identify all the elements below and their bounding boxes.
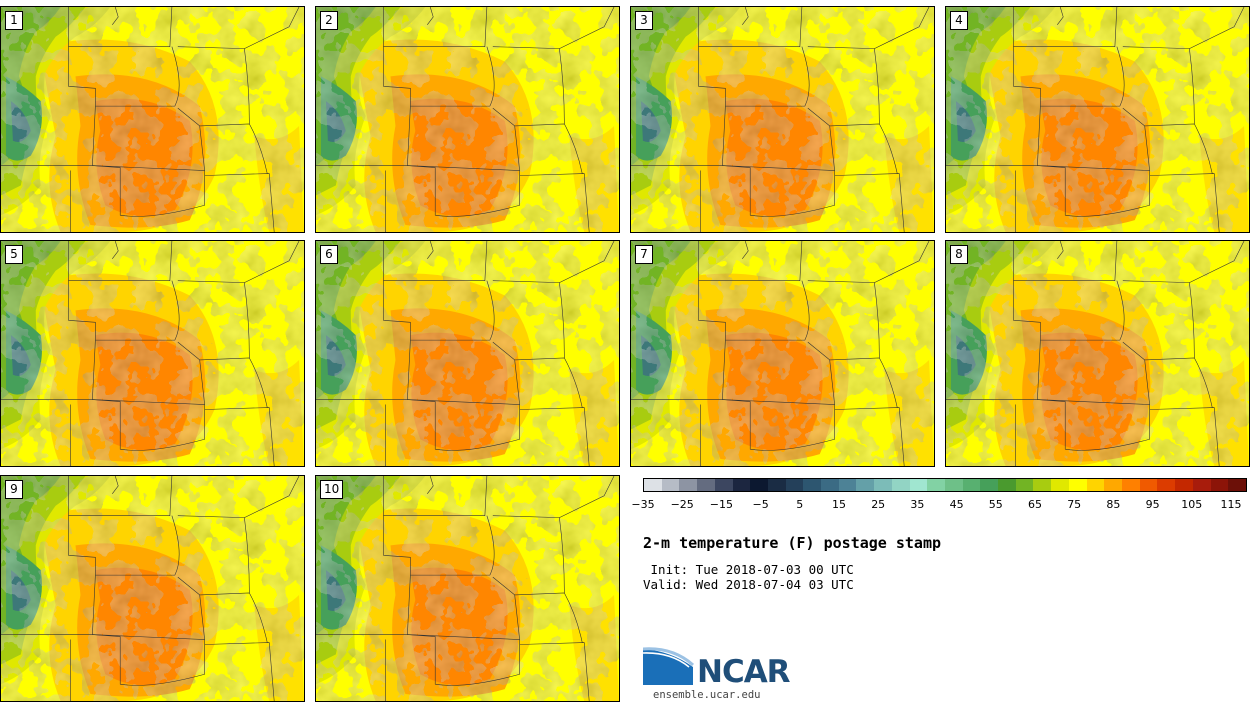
logo-url: ensemble.ucar.edu: [653, 689, 761, 701]
colorbar-segment: [1051, 479, 1069, 491]
member-number-label: 4: [950, 11, 968, 30]
postage-stamp-4: 4: [945, 6, 1250, 233]
colorbar-segment: [927, 479, 945, 491]
colorbar-segment: [679, 479, 698, 491]
colorbar-segment: [980, 479, 999, 491]
colorbar-segment: [1104, 479, 1122, 491]
temperature-map: [631, 241, 934, 466]
colorbar-tick: −25: [670, 498, 694, 511]
colorbar-segment: [1210, 479, 1229, 491]
temperature-colorbar: [643, 478, 1247, 492]
colorbar-segment: [1015, 479, 1034, 491]
colorbar-segment: [1175, 479, 1193, 491]
postage-stamp-9: 9: [0, 475, 305, 702]
colorbar-tick: 115: [1220, 498, 1242, 511]
colorbar-segment: [1068, 479, 1087, 491]
colorbar-tick: 15: [832, 498, 846, 511]
ncar-logo-icon: [643, 647, 695, 685]
member-number-label: 6: [320, 245, 338, 264]
postage-stamp-5: 5: [0, 240, 305, 467]
colorbar-segment: [998, 479, 1016, 491]
colorbar-tick: 55: [988, 498, 1003, 511]
colorbar-segment: [821, 479, 839, 491]
temperature-map: [946, 241, 1249, 466]
colorbar-segment: [1157, 479, 1176, 491]
temperature-map: [316, 7, 619, 232]
colorbar-segment: [1033, 479, 1052, 491]
colorbar-segment: [767, 479, 786, 491]
postage-stamp-6: 6: [315, 240, 620, 467]
colorbar-segment: [1121, 479, 1140, 491]
temperature-map: [316, 241, 619, 466]
postage-stamp-8: 8: [945, 240, 1250, 467]
colorbar-segment: [785, 479, 804, 491]
temperature-map: [1, 241, 304, 466]
colorbar-tick: 35: [910, 498, 925, 511]
temperature-map: [316, 476, 619, 701]
colorbar-tick: 45: [949, 498, 964, 511]
colorbar-segment: [803, 479, 822, 491]
colorbar-segment: [714, 479, 733, 491]
member-number-label: 7: [635, 245, 653, 264]
postage-stamp-3: 3: [630, 6, 935, 233]
colorbar-tick: 85: [1106, 498, 1121, 511]
member-number-label: 1: [5, 11, 23, 30]
temperature-map: [1, 476, 304, 701]
colorbar-tick: 65: [1028, 498, 1042, 511]
colorbar-segment: [1086, 479, 1105, 491]
colorbar-segment: [1228, 479, 1246, 491]
colorbar-tick: 5: [796, 498, 804, 511]
logo-wordmark: NCAR: [697, 654, 791, 690]
member-number-label: 5: [5, 245, 23, 264]
postage-stamp-1: 1: [0, 6, 305, 233]
colorbar-segment: [1192, 479, 1211, 491]
colorbar-segment: [750, 479, 768, 491]
colorbar-segment: [697, 479, 715, 491]
figure-title: 2-m temperature (F) postage stamp: [643, 534, 942, 552]
colorbar-tick-labels: −35 −25 −15 −5 5 15 25 35 45 55 65 75 85 95 105 115: [631, 498, 1253, 514]
member-number-label: 2: [320, 11, 338, 30]
colorbar-tick: 105: [1181, 498, 1203, 511]
postage-stamp-2: 2: [315, 6, 620, 233]
temperature-map: [631, 7, 934, 232]
postage-stamp-7: 7: [630, 240, 935, 467]
temperature-map: [946, 7, 1249, 232]
member-number-label: 3: [635, 11, 653, 30]
colorbar-tick: −35: [631, 498, 655, 511]
colorbar-tick: 25: [871, 498, 886, 511]
colorbar-segment: [1139, 479, 1158, 491]
valid-time: Valid: Wed 2018-07-04 03 UTC: [643, 577, 854, 592]
colorbar-segment: [644, 479, 662, 491]
colorbar-segment: [891, 479, 910, 491]
colorbar-tick: −5: [752, 498, 769, 511]
colorbar-segment: [944, 479, 963, 491]
member-number-label: 10: [320, 480, 344, 499]
postage-stamp-10: 10: [315, 475, 620, 702]
colorbar-tick: 95: [1145, 498, 1160, 511]
colorbar-segment: [661, 479, 680, 491]
colorbar-segment: [732, 479, 751, 491]
init-time: Init: Tue 2018-07-03 00 UTC: [643, 562, 854, 577]
colorbar-segment: [962, 479, 981, 491]
member-number-label: 8: [950, 245, 968, 264]
member-number-label: 9: [5, 480, 23, 499]
colorbar-tick: 75: [1067, 498, 1082, 511]
colorbar-segment: [909, 479, 928, 491]
colorbar-segment: [838, 479, 857, 491]
colorbar-segment: [874, 479, 892, 491]
temperature-map: [1, 7, 304, 232]
colorbar-segment: [856, 479, 875, 491]
colorbar-tick: −15: [709, 498, 733, 511]
